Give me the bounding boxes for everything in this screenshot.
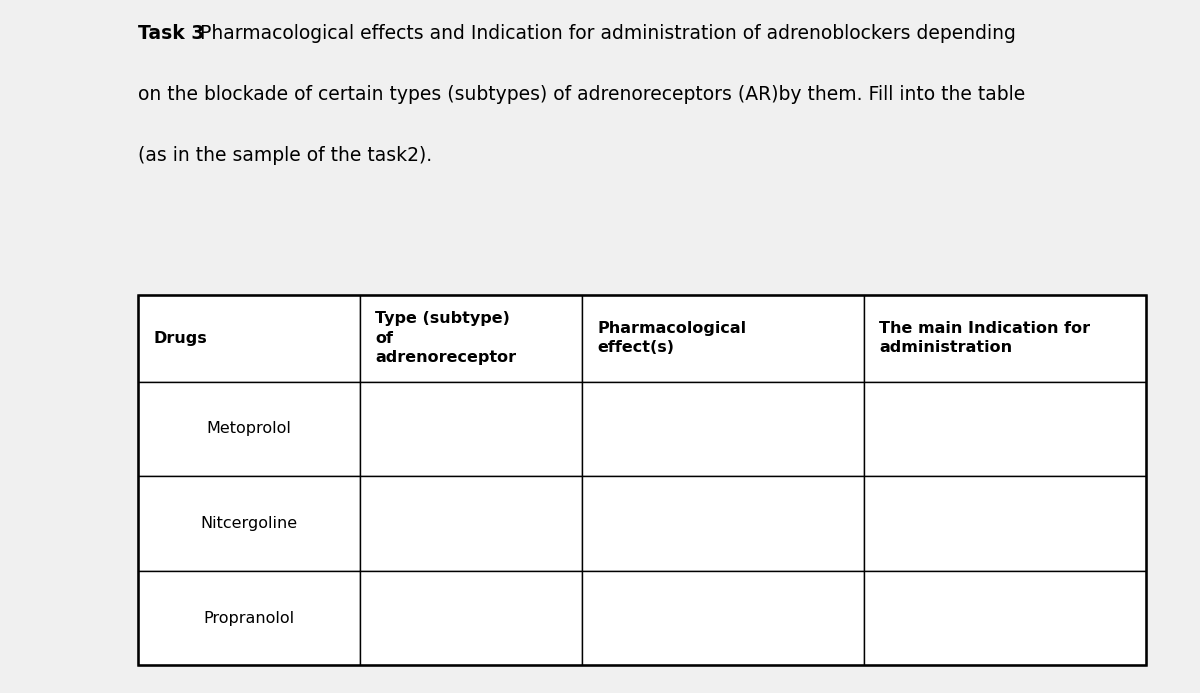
Text: Pharmacological effects and Indication for administration of adrenoblockers depe: Pharmacological effects and Indication f… [194,24,1016,43]
Text: Type (subtype)
of
adrenoreceptor: Type (subtype) of adrenoreceptor [376,310,516,365]
Text: Drugs: Drugs [154,331,208,346]
Text: Propranolol: Propranolol [203,611,294,626]
Text: Task 3: Task 3 [138,24,204,43]
Text: Pharmacological
effect(s): Pharmacological effect(s) [598,321,746,356]
Text: Metoprolol: Metoprolol [206,421,292,437]
Text: The main Indication for
administration: The main Indication for administration [880,321,1091,356]
Text: (as in the sample of the task2).: (as in the sample of the task2). [138,146,432,165]
Text: on the blockade of certain types (subtypes) of adrenoreceptors (AR)by them. Fill: on the blockade of certain types (subtyp… [138,85,1025,104]
Text: Nitcergoline: Nitcergoline [200,516,298,531]
